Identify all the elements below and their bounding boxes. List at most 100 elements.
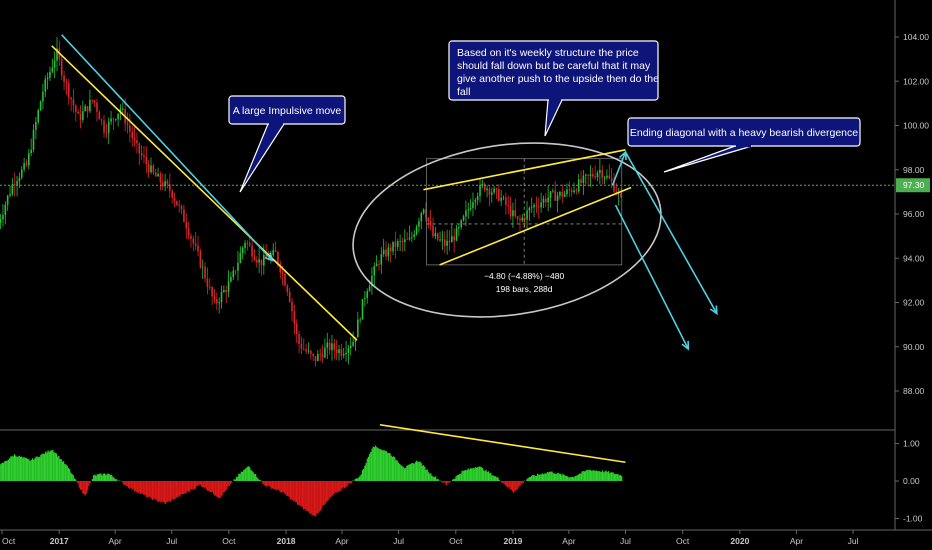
candle-body [185,222,188,229]
oscillator-bar [45,451,47,481]
candle-body [500,198,502,201]
candle-body [573,190,575,193]
candle-body [93,100,96,103]
oscillator-bar [335,481,337,493]
candle-body [620,193,622,198]
oscillator-bar [331,481,334,496]
oscillator-bar [268,481,270,486]
oscillator-bar [275,481,277,491]
oscillator-bar [378,448,380,481]
time-tick-label: Apr [335,536,348,546]
oscillator-bar [70,472,72,481]
oscillator-bar [462,470,464,481]
candle-body [159,173,162,183]
candle-body [584,174,587,176]
oscillator-bar [196,481,198,486]
oscillator-bar [504,481,506,486]
candle-body [138,143,141,154]
candle-body [183,209,185,223]
oscillator-bar [276,481,278,490]
oscillator-bar [283,481,286,493]
candle-body [580,179,582,184]
candle-body [49,71,51,78]
candle-body [495,188,498,190]
candle-body [608,175,611,179]
candle-body [223,290,225,292]
candle-body [589,174,592,176]
oscillator-bar [5,460,7,481]
oscillator-bar [178,481,180,496]
time-tick-label: Apr [562,536,575,546]
oscillator-bar [483,470,485,481]
oscillator-bar [174,481,176,499]
oscillator-bar [508,481,510,488]
oscillator-bar [426,469,428,481]
oscillator-bar [177,481,179,498]
candle-body [361,299,364,320]
oscillator-bar [347,481,349,485]
candle-body [187,228,190,236]
oscillator-bar [249,467,251,481]
candle-body [601,170,604,179]
candle-body [248,243,251,246]
oscillator-bar [324,481,326,504]
oscillator-bar [162,481,164,503]
candle-body [566,189,568,195]
candle-body [298,334,300,345]
candle-body [357,319,359,338]
oscillator-bar [543,474,545,481]
oscillator-bar [607,471,610,481]
oscillator-bar [93,475,95,481]
oscillator-bar [451,479,454,481]
oscillator-bar [552,473,554,481]
candle-body [530,207,533,209]
oscillator-bar [225,481,227,491]
candle-body [333,343,336,350]
time-tick-label: Oct [2,536,16,546]
oscillator-bar [76,481,78,483]
candle-body [129,125,131,132]
oscillator-tick-label: 0.00 [903,476,920,486]
candle-body [458,227,460,229]
oscillator-bar [95,475,97,481]
oscillator-bar [244,469,246,481]
oscillator-bar [313,481,316,516]
oscillator-bar [433,477,436,481]
trendline [614,204,689,350]
oscillator-bar [490,472,492,481]
oscillator-bar [155,481,157,500]
candle-body [180,205,183,210]
oscillator-bar [263,481,265,485]
candle-body [199,251,202,268]
oscillator-bar [318,481,320,512]
candle-body [295,323,298,335]
oscillator-bar [190,481,192,490]
oscillator-bar [388,453,390,481]
price-tick-label: 102.00 [903,76,929,86]
oscillator-bar [10,456,12,481]
oscillator-bar [133,481,136,492]
time-tick-label: 2017 [50,536,69,546]
oscillator-bar [587,470,589,481]
oscillator-bar [604,471,606,481]
oscillator-bar [461,470,463,481]
oscillator-bar [510,481,512,490]
oscillator-bar [585,470,587,481]
candle-body [587,174,589,176]
candle-body [194,243,197,246]
candle-body [246,242,249,244]
time-axis: Oct 2017 Apr Jul Oct 2018 Apr Jul Oct 2019 Apr Jul O… [1,530,859,546]
candle-body [65,81,68,84]
oscillator-bar [17,456,19,481]
oscillator-bar [601,470,604,481]
oscillator-bar [484,471,486,481]
candle-body [469,208,472,210]
candle-body [204,266,206,279]
oscillator-bar [75,479,77,481]
candle-body [232,270,235,278]
candle-body [413,234,416,237]
oscillator-bar [429,473,431,481]
oscillator-bar [159,481,161,502]
candle-body [448,240,451,243]
candle-body [314,356,317,362]
